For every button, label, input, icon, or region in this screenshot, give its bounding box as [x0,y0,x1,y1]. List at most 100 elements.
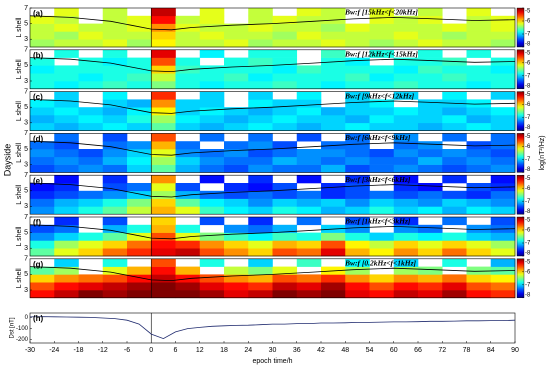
y-axis-label: L shell [16,226,23,246]
heat-cell [30,190,55,199]
heat-cell [224,290,249,299]
heat-cell [248,57,273,66]
heat-cell [345,73,370,82]
heat-cell [442,198,467,207]
heat-cell [30,122,55,131]
y-tick-label: 3 [24,287,28,294]
heat-cell [30,240,55,249]
colorbar-tick-label: -8 [525,251,531,257]
heat-cell [490,81,516,90]
heat-cell [490,115,516,124]
heat-cell [54,149,79,158]
heat-cell [151,190,176,199]
heat-cell [296,240,322,249]
heat-cell [54,217,79,226]
x-tick-label: 60 [390,347,398,354]
y-axis-label: L shell [16,268,23,288]
heat-cell [224,81,249,90]
heat-cell [466,290,492,299]
y-tick-label: 5 [24,188,28,195]
heat-cell [151,282,176,291]
heat-cell [442,190,467,199]
heat-cell [466,149,492,158]
panel-label: (g) [33,260,44,269]
heat-cell [321,164,346,173]
y-tick-label: 7 [24,47,28,54]
colorbar-tick-label: -8 [525,83,531,89]
heat-cell [369,73,395,82]
side-label: Dayside [2,144,12,177]
heat-cell [199,175,225,184]
boundary-line [29,57,516,73]
x-tick-label: -6 [124,347,130,354]
heat-cell [393,31,419,40]
heat-cell [78,274,104,283]
heat-cell [151,73,176,82]
heat-cell [321,23,346,32]
heat-cell [418,15,443,24]
heat-cell [199,232,225,241]
heat-cell [466,248,492,257]
heat-cell [199,49,225,58]
heat-cell [490,23,516,32]
heat-cell [345,198,370,207]
heat-cell [127,164,152,173]
heat-cell [272,81,298,90]
heat-cell [78,73,104,82]
heat-cell [102,8,128,17]
heat-cell [78,81,104,90]
y-tick-label: -200 [16,337,29,343]
heat-cell [393,190,419,199]
heat-cell [393,133,419,142]
y-axis-label: L shell [16,101,23,121]
heat-cell [490,156,516,165]
heat-cell [345,175,370,184]
boundary-line [29,140,516,156]
x-tick-label: 90 [511,347,519,354]
heat-cell [102,107,128,116]
heat-cell [321,232,346,241]
heat-cell [199,23,225,32]
heat-cell [151,65,176,74]
heat-cell [248,99,273,108]
colorbar [516,91,525,131]
heat-cell [296,190,322,199]
heat-cell [127,31,152,40]
heat-cell [466,266,492,275]
panel-label: (a) [33,9,43,18]
colorbar-tick-label: -8 [525,292,531,298]
heat-cell [151,15,176,24]
colorbar-tick-label: -6 [525,228,531,234]
heat-cell [345,183,370,192]
heat-cell [345,141,370,150]
heat-cell [490,133,516,142]
heat-cell [490,258,516,267]
heat-cell [321,156,346,165]
heat-cell [321,274,346,283]
panel-label: (d) [33,135,44,144]
heat-cell [296,156,322,165]
heat-cell [151,99,176,108]
heat-cell [442,248,467,257]
heat-cell [490,73,516,82]
heat-cell [248,91,273,100]
heat-cell [102,65,128,74]
x-tick-label: 84 [487,347,495,354]
x-tick-label: -24 [49,347,59,354]
heat-cell [393,224,419,233]
heat-cell [175,141,201,150]
heat-cell [102,198,128,207]
heat-cell [127,57,152,66]
heat-cell [345,274,370,283]
heat-cell [54,282,79,291]
heat-cell [151,23,176,32]
heat-cell [393,73,419,82]
heat-cell [296,31,322,40]
heat-cell [442,282,467,291]
heat-cell [466,81,492,90]
heat-cell [393,183,419,192]
heat-cell [78,31,104,40]
heat-cell [199,217,225,226]
heat-cell [369,164,395,173]
heat-cell [321,39,346,48]
